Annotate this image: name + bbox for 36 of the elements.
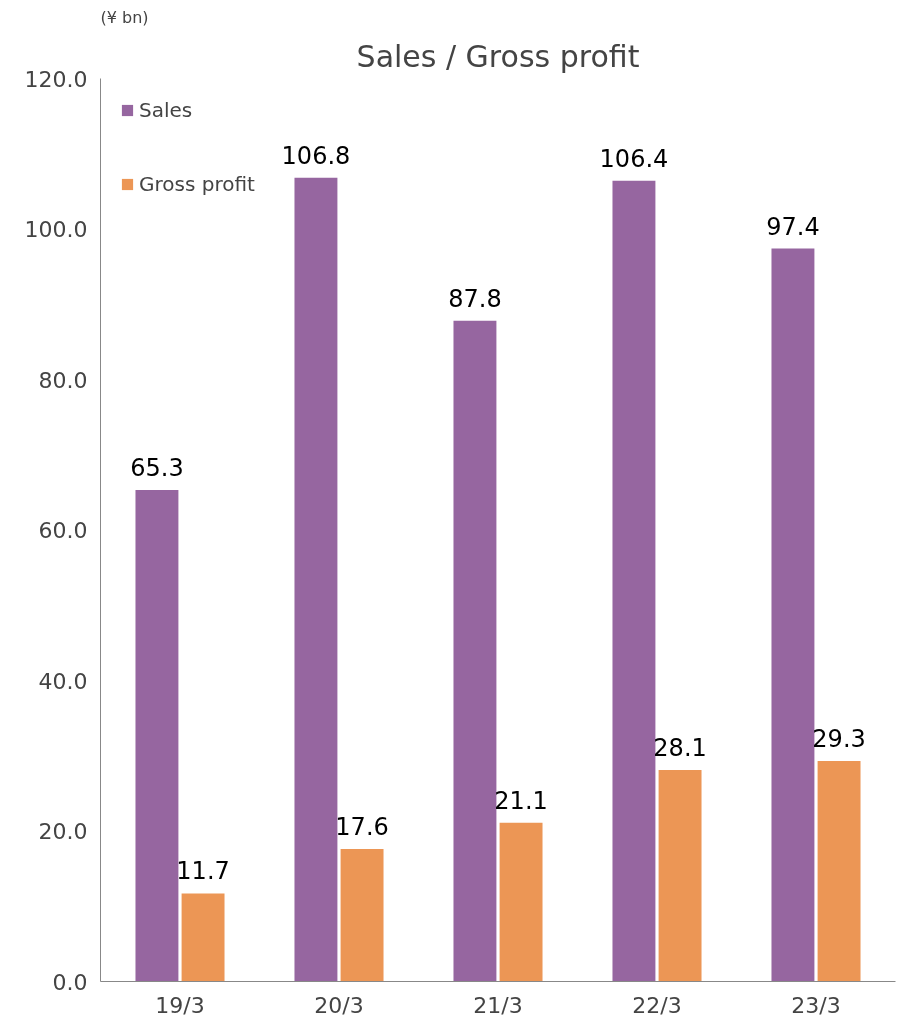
y-tick-label: 100.0: [24, 217, 88, 242]
bar: [181, 893, 225, 982]
y-tick-label: 20.0: [38, 819, 88, 844]
chart-title: Sales / Gross profit: [356, 38, 640, 74]
bar: [817, 761, 861, 982]
bar: [340, 849, 384, 982]
x-tick-label: 22/3: [632, 992, 682, 1018]
bar: [658, 770, 702, 982]
bar: [453, 320, 497, 982]
bar: [135, 490, 179, 982]
data-label: 28.1: [653, 734, 707, 763]
data-label: 97.4: [766, 212, 820, 241]
data-label: 21.1: [494, 786, 548, 815]
y-tick-label: 120.0: [24, 66, 88, 92]
data-label: 87.8: [448, 284, 502, 313]
legend-label: Sales: [139, 98, 193, 122]
legend-label: Gross profit: [139, 172, 255, 196]
y-tick-label: 0.0: [52, 969, 88, 995]
x-tick-label: 19/3: [155, 992, 205, 1018]
data-label: 17.6: [335, 813, 389, 842]
y-tick-label: 60.0: [38, 518, 88, 543]
data-label: 106.4: [599, 144, 669, 173]
y-axis-title: (¥ bn): [100, 7, 149, 27]
x-tick-label: 21/3: [473, 992, 523, 1018]
bar: [612, 180, 656, 982]
x-tick-label: 20/3: [314, 992, 364, 1018]
data-label: 29.3: [812, 725, 866, 754]
data-label: 65.3: [130, 454, 184, 483]
bar: [499, 822, 543, 982]
data-label: 106.8: [281, 141, 351, 170]
x-tick-label: 23/3: [791, 992, 841, 1018]
bar: [771, 248, 815, 982]
y-tick-label: 40.0: [38, 668, 88, 694]
y-tick-label: 80.0: [38, 367, 88, 393]
bar: [294, 177, 338, 982]
data-label: 11.7: [176, 857, 230, 886]
